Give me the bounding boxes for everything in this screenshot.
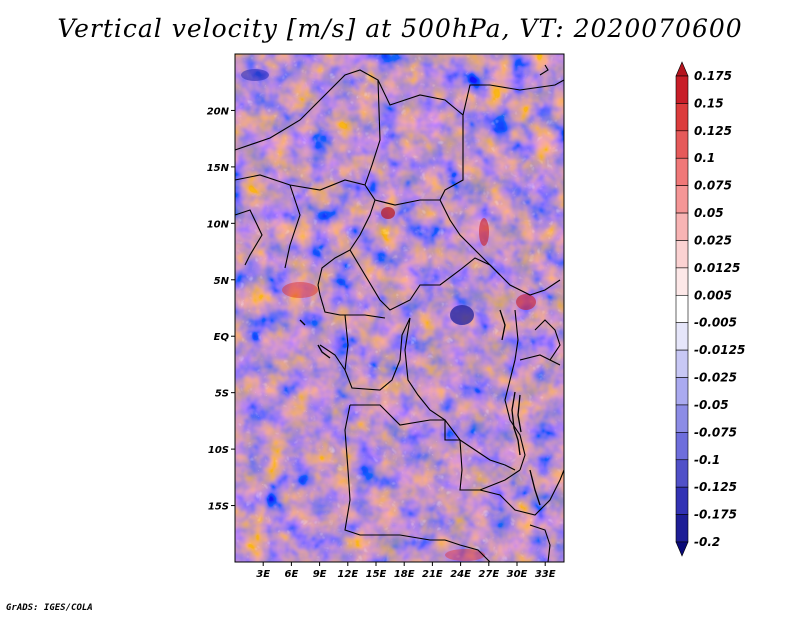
colorbar-label: -0.175 bbox=[694, 508, 737, 522]
lat-label: 15S bbox=[208, 502, 229, 513]
colorbar-swatch bbox=[675, 349, 689, 378]
colorbar-swatch bbox=[675, 459, 689, 488]
lon-label: 27E bbox=[478, 569, 499, 580]
colorbar-label: 0.0125 bbox=[694, 261, 740, 275]
colorbar-swatch bbox=[675, 130, 689, 159]
colorbar-label: 0.15 bbox=[694, 96, 724, 110]
colorbar-label: 0.175 bbox=[694, 69, 732, 83]
colorbar-swatch bbox=[675, 103, 689, 132]
map-frame bbox=[234, 53, 565, 563]
colorbar-swatch bbox=[675, 240, 689, 269]
lat-label: EQ bbox=[214, 332, 230, 343]
lon-label: 21E bbox=[422, 569, 443, 580]
colorbar-label: -0.2 bbox=[694, 535, 720, 549]
colorbar-swatch bbox=[675, 514, 689, 543]
lon-label: 3E bbox=[256, 569, 270, 580]
lakes-and-coastline bbox=[299, 309, 541, 506]
colorbar-swatch bbox=[675, 212, 689, 241]
lat-label: 5S bbox=[215, 389, 229, 400]
vertical-velocity-field bbox=[235, 54, 564, 562]
colorbar: 0.175 0.15 0.125 0.1 0.075 0.05 0.025 0.0125 0.0… bbox=[675, 61, 745, 557]
map-title: Vertical velocity [m/s] at 500hPa, VT: 2… bbox=[57, 14, 743, 43]
colorbar-label: -0.125 bbox=[694, 480, 737, 494]
colorbar-label: -0.0125 bbox=[694, 343, 745, 357]
colorbar-swatch bbox=[675, 404, 689, 433]
colorbar-swatch bbox=[675, 185, 689, 214]
lat-label: 20N bbox=[207, 106, 230, 117]
colorbar-label: 0.005 bbox=[694, 288, 732, 302]
colorbar-swatch bbox=[675, 75, 689, 104]
colorbar-label: 0.05 bbox=[694, 206, 724, 220]
country-boundaries bbox=[234, 64, 565, 563]
colorbar-label: 0.125 bbox=[694, 124, 732, 138]
colorbar-label: -0.005 bbox=[694, 316, 737, 330]
colorbar-swatch bbox=[675, 267, 689, 296]
colorbar-label: 0.075 bbox=[694, 179, 732, 193]
strong-updraft-spots bbox=[241, 69, 536, 561]
lat-label: 15N bbox=[207, 163, 230, 174]
colorbar-label: -0.025 bbox=[694, 371, 737, 385]
lon-label: 24E bbox=[450, 569, 471, 580]
lon-label: 12E bbox=[337, 569, 358, 580]
lat-label: 10N bbox=[207, 219, 230, 230]
colorbar-swatch bbox=[675, 432, 689, 461]
colorbar-label: 0.025 bbox=[694, 233, 732, 247]
lon-label: 9E bbox=[313, 569, 327, 580]
colorbar-swatch bbox=[675, 294, 689, 324]
credit-label: GrADS: IGES/COLA bbox=[6, 603, 93, 613]
lon-label: 30E bbox=[507, 569, 528, 580]
colorbar-swatch bbox=[675, 486, 689, 515]
latitude-axis: 20N 15N 10N 5N EQ 5S 10S 15S bbox=[207, 106, 235, 513]
colorbar-label: -0.1 bbox=[694, 453, 720, 467]
colorbar-swatch bbox=[675, 377, 689, 406]
colorbar-label: -0.075 bbox=[694, 425, 737, 439]
lat-label: 10S bbox=[208, 445, 229, 456]
lon-label: 15E bbox=[366, 569, 387, 580]
lon-label: 33E bbox=[535, 569, 556, 580]
colorbar-label: 0.1 bbox=[694, 151, 715, 165]
colorbar-swatch bbox=[675, 157, 689, 186]
colorbar-swatch bbox=[675, 541, 689, 557]
colorbar-swatch bbox=[675, 322, 689, 351]
colorbar-label: -0.05 bbox=[694, 398, 729, 412]
lon-label: 6E bbox=[285, 569, 299, 580]
lon-label: 18E bbox=[394, 569, 415, 580]
lat-label: 5N bbox=[214, 276, 230, 287]
longitude-axis: 3E 6E 9E 12E 15E 18E 21E 24E 27E 30E 33E bbox=[256, 562, 556, 580]
colorbar-swatch bbox=[675, 61, 689, 77]
